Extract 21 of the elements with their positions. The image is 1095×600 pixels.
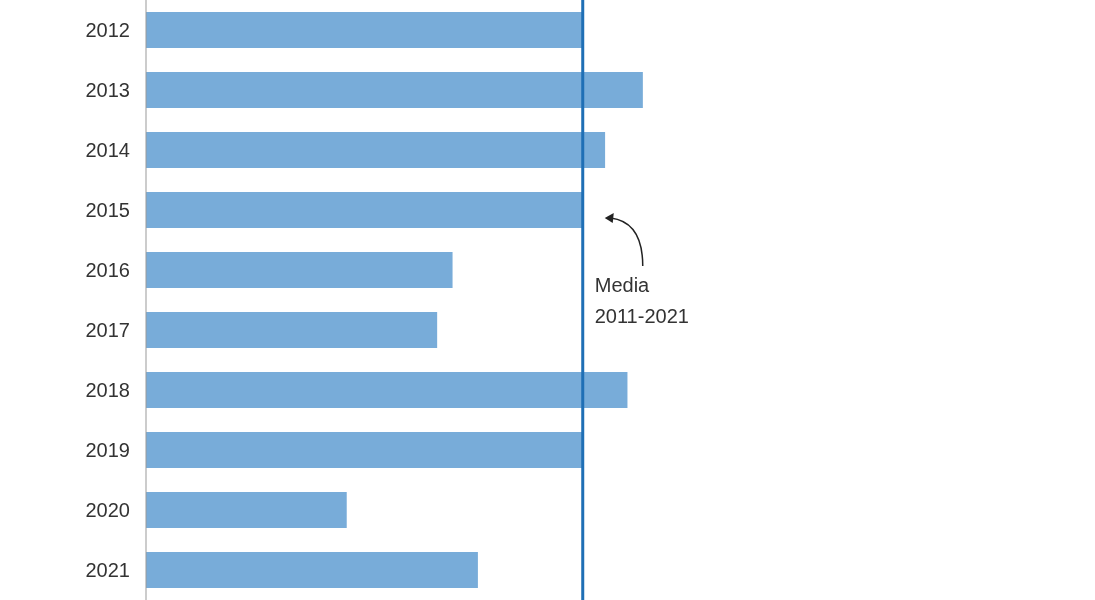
bar	[146, 552, 478, 588]
bar	[146, 72, 643, 108]
y-tick-label: 2021	[85, 559, 130, 582]
bar	[146, 132, 606, 168]
y-tick-label: 2016	[85, 259, 130, 282]
y-tick-label: 2015	[85, 199, 130, 222]
bar	[146, 312, 438, 348]
y-tick-label: 2017	[85, 319, 130, 342]
bar	[146, 492, 347, 528]
y-tick-label: 2014	[85, 139, 130, 162]
y-tick-label: 2020	[85, 499, 130, 522]
bar	[146, 192, 583, 228]
bar	[146, 252, 453, 288]
y-tick-label: 2018	[85, 379, 130, 402]
y-tick-label: 2019	[85, 439, 130, 462]
bar	[146, 12, 583, 48]
ref-line-label: Media 2011-2021	[594, 274, 689, 327]
y-tick-label: 2013	[85, 79, 130, 102]
bar	[146, 432, 583, 468]
bar	[146, 372, 628, 408]
y-tick-label: 2012	[85, 19, 130, 42]
